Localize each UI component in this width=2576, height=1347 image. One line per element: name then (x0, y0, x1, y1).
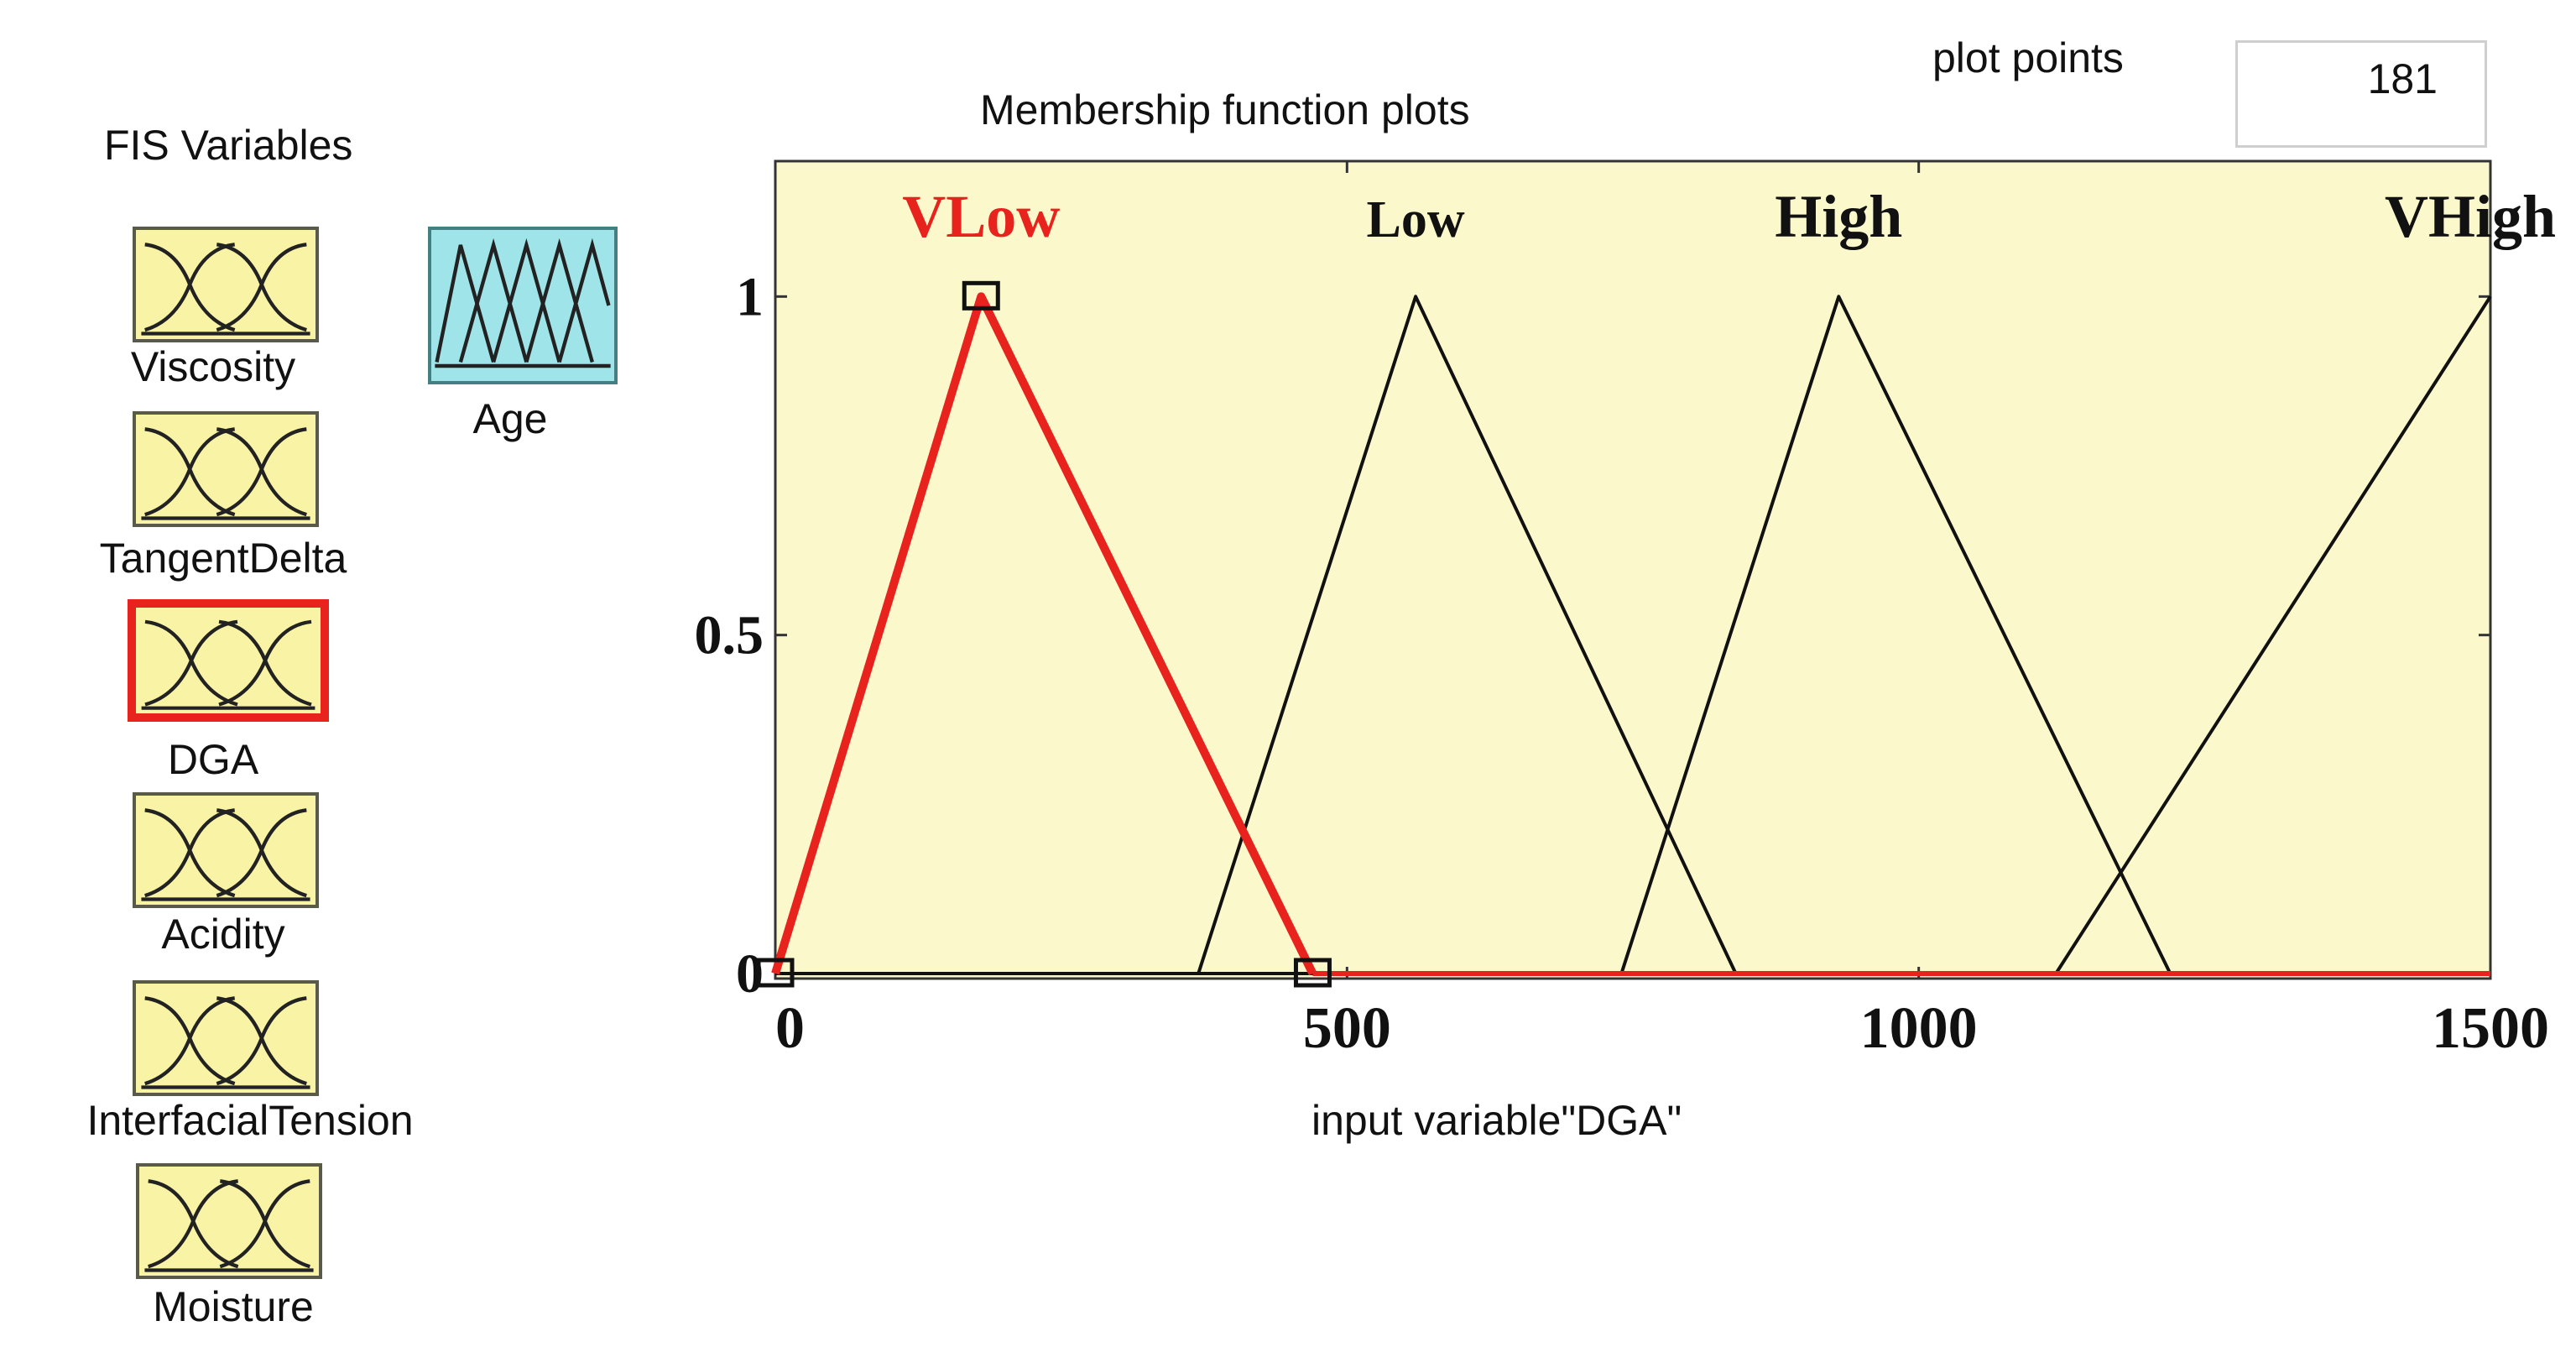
x-tick-label: 500 (1303, 996, 1391, 1061)
membership-mini-icon (141, 996, 310, 1089)
mf-handle[interactable] (756, 958, 795, 988)
viscosity-variable-icon[interactable] (133, 227, 319, 342)
mf-curve-vhigh[interactable] (2054, 295, 2492, 975)
plot-points-label: plot points (1932, 34, 2124, 81)
mf-curve-low[interactable] (1197, 295, 1738, 974)
membership-mini-icon (141, 808, 310, 901)
mf-curve-high[interactable] (1619, 295, 2172, 974)
interfacialtension-label: InterfacialTension (86, 1097, 414, 1144)
x-tick-label: 0 (775, 996, 805, 1061)
moisture-variable-icon[interactable] (136, 1163, 322, 1279)
membership-mini-icon (141, 427, 310, 520)
y-tick-label: 0.5 (695, 605, 764, 666)
mf-curve-vlow[interactable] (771, 292, 1317, 976)
interfacialtension-variable-icon[interactable] (133, 980, 319, 1096)
acidity-label: Acidity (161, 911, 285, 958)
mf-handle[interactable] (1293, 958, 1332, 988)
x-axis-label: input variable"DGA" (1311, 1097, 1682, 1144)
age-variable-icon[interactable] (428, 227, 618, 384)
acidity-variable-icon[interactable] (133, 792, 319, 908)
plot-points-input[interactable] (2235, 40, 2487, 148)
triangle-membership-mini-icon (435, 238, 611, 368)
plot-title: Membership function plots (980, 86, 1470, 133)
tangentdelta-label: TangentDelta (99, 535, 347, 582)
mf-label-vhigh[interactable]: VHigh (2385, 183, 2556, 250)
moisture-label: Moisture (153, 1283, 314, 1330)
membership-mini-icon (141, 243, 310, 336)
viscosity-label: Viscosity (130, 343, 296, 390)
x-tick-label: 1000 (1860, 996, 1978, 1061)
fis-variables-title: FIS Variables (104, 122, 353, 169)
membership-mini-icon (141, 619, 315, 710)
y-tick-label: 1 (736, 266, 764, 327)
x-tick-label: 1500 (2432, 996, 2549, 1061)
plot-area (774, 159, 2492, 980)
mf-label-low[interactable]: Low (1367, 191, 1465, 248)
mf-label-vlow[interactable]: VLow (902, 183, 1060, 250)
tangentdelta-variable-icon[interactable] (133, 411, 319, 527)
dga-label: DGA (167, 736, 259, 783)
membership-mini-icon (144, 1179, 314, 1272)
age-label: Age (472, 395, 548, 442)
mf-label-high[interactable]: High (1775, 183, 1902, 250)
dga-variable-icon[interactable] (128, 599, 329, 722)
mf-handle[interactable] (962, 280, 1000, 311)
